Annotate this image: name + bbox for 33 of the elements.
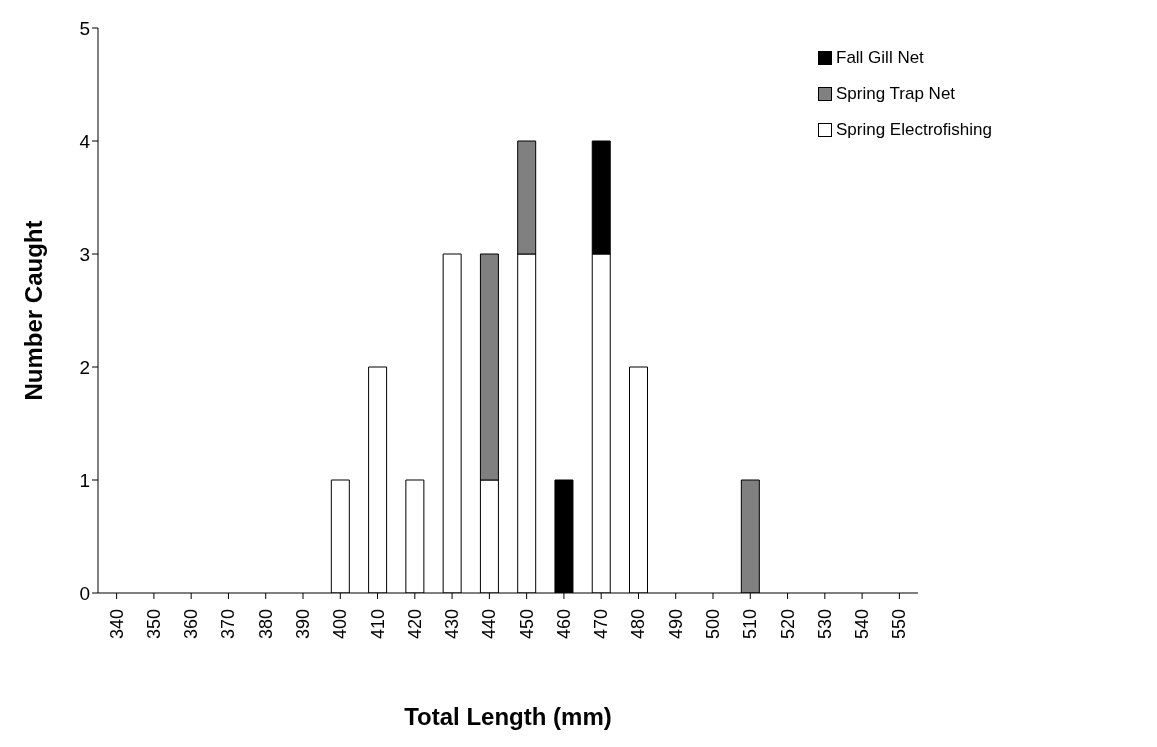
x-tick-label: 340 — [106, 609, 127, 640]
x-tick-label: 550 — [889, 609, 910, 640]
x-tick-label: 400 — [330, 609, 351, 640]
x-tick-label: 480 — [628, 609, 649, 640]
x-tick-label: 410 — [367, 609, 388, 640]
x-tick-label: 540 — [852, 609, 873, 640]
x-tick-label: 370 — [218, 609, 239, 640]
x-tick-label: 510 — [740, 609, 761, 640]
legend-label: Spring Electrofishing — [836, 120, 992, 140]
y-axis-title: Number Caught — [19, 220, 47, 401]
y-tick-label: 4 — [79, 130, 91, 152]
legend-label: Spring Trap Net — [836, 84, 956, 104]
x-tick-label: 380 — [255, 609, 276, 640]
y-tick-label: 3 — [79, 243, 90, 265]
x-tick-label: 530 — [814, 609, 835, 640]
y-tick-label: 1 — [79, 469, 90, 491]
x-tick-label: 490 — [665, 609, 686, 640]
x-tick-label: 460 — [553, 609, 574, 640]
legend-label: Fall Gill Net — [836, 48, 924, 68]
x-tick-label: 450 — [516, 609, 537, 640]
x-tick-label: 470 — [591, 609, 612, 640]
x-tick-label: 440 — [479, 609, 500, 640]
y-tick-label: 2 — [79, 356, 90, 378]
x-tick-label: 390 — [293, 609, 313, 640]
x-tick-label: 420 — [404, 609, 425, 640]
x-tick-label: 520 — [777, 609, 798, 640]
x-tick-label: 430 — [442, 609, 463, 640]
x-tick-label: 350 — [143, 609, 164, 640]
x-tick-label: 500 — [703, 609, 723, 640]
y-tick-label: 0 — [79, 582, 90, 604]
y-tick-label: 5 — [79, 17, 90, 39]
x-tick-label: 360 — [181, 609, 202, 640]
x-axis-title: Total Length (mm) — [404, 703, 612, 731]
